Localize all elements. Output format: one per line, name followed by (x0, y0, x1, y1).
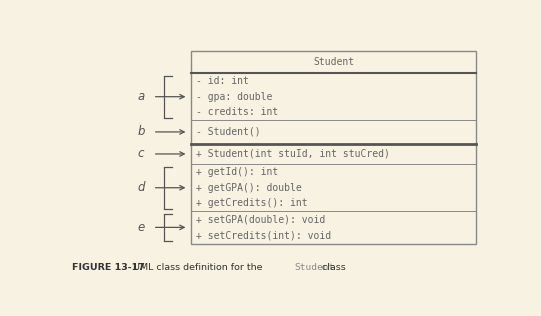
Text: UML class definition for the: UML class definition for the (124, 263, 266, 272)
Text: FIGURE 13-17: FIGURE 13-17 (72, 263, 144, 272)
Text: a: a (137, 90, 144, 103)
Text: c: c (138, 148, 144, 161)
Text: b: b (137, 125, 145, 138)
Text: d: d (137, 181, 145, 194)
Text: + setCredits(int): void: + setCredits(int): void (196, 230, 332, 240)
Text: Student: Student (294, 263, 334, 272)
Bar (192, 51, 477, 244)
Text: Student: Student (313, 57, 354, 67)
Text: + getCredits(): int: + getCredits(): int (196, 198, 308, 208)
Text: - id: int: - id: int (196, 76, 249, 86)
Text: - Student(): - Student() (196, 127, 261, 137)
Text: class: class (319, 263, 346, 272)
Text: + getId(): int: + getId(): int (196, 167, 279, 177)
Text: + setGPA(double): void: + setGPA(double): void (196, 214, 326, 224)
Text: + Student(int stuId, int stuCred): + Student(int stuId, int stuCred) (196, 149, 390, 159)
Text: e: e (137, 221, 144, 234)
Text: + getGPA(): double: + getGPA(): double (196, 183, 302, 193)
Text: - gpa: double: - gpa: double (196, 92, 273, 102)
Text: - credits: int: - credits: int (196, 107, 279, 117)
